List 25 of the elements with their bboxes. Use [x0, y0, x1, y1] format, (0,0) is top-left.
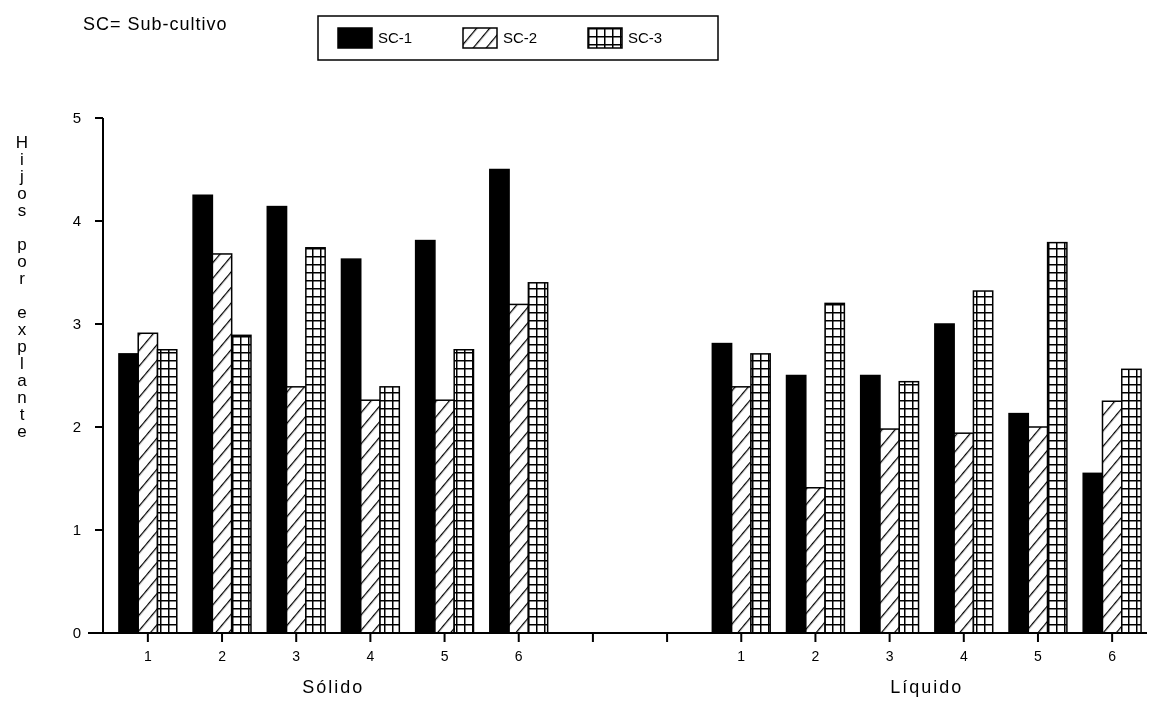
- y-tick-label: 0: [72, 624, 81, 642]
- x-tick-label: 2: [811, 648, 820, 664]
- y-tick-label: 3: [72, 315, 81, 333]
- x-tick-label: 1: [737, 648, 746, 664]
- x-tick-label: 3: [292, 648, 301, 664]
- y-tick-label: 2: [72, 418, 81, 436]
- y-tick-label: 1: [72, 521, 81, 539]
- text: Hijos por explante: [15, 133, 29, 441]
- text: Líquido: [890, 677, 964, 697]
- x-tick-label: 3: [885, 648, 894, 664]
- x-tick-label: 4: [366, 648, 375, 664]
- x-tick-label: 6: [514, 648, 523, 664]
- legend-label: SC-2: [503, 29, 538, 46]
- y-tick-label: 4: [72, 212, 81, 230]
- x-tick-label: 5: [1034, 648, 1043, 664]
- x-tick-label: 5: [440, 648, 449, 664]
- y-tick-label: 5: [72, 109, 81, 127]
- x-tick-label: 4: [959, 648, 968, 664]
- legend-label: SC-1: [378, 29, 413, 46]
- text: SC= Sub-cultivo: [83, 14, 228, 34]
- x-tick-label: 6: [1108, 648, 1117, 664]
- x-tick-label: 1: [143, 648, 152, 664]
- legend-label: SC-3: [628, 29, 663, 46]
- text: Sólido: [302, 677, 365, 697]
- x-tick-label: 2: [218, 648, 227, 664]
